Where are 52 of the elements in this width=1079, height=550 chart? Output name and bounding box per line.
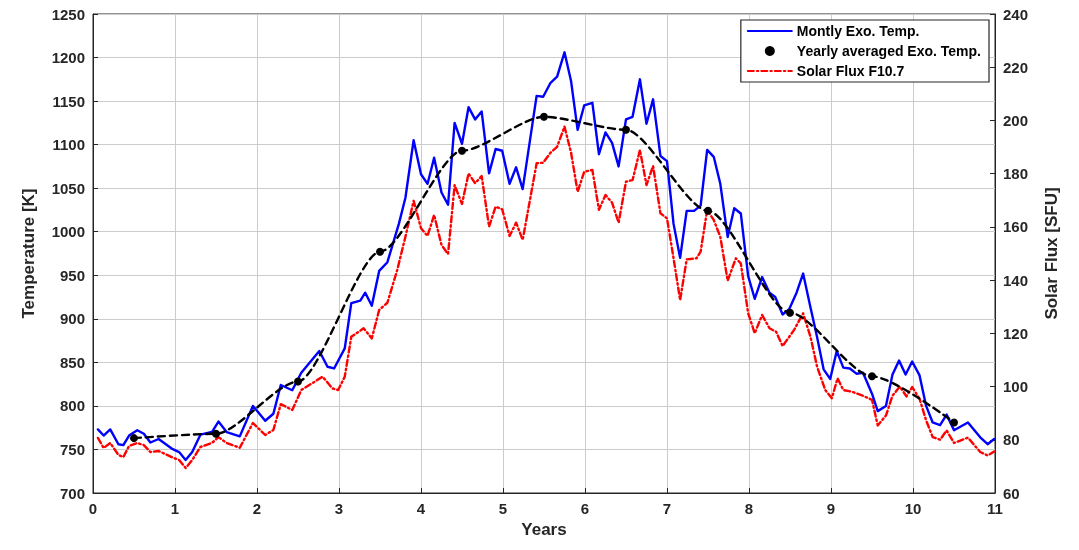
y-tick-label: 900 (59, 310, 85, 328)
legend-label: Solar Flux F10.7 (796, 63, 905, 79)
y-tick-label: 1050 (51, 179, 85, 197)
x-tick-label: 9 (826, 500, 836, 517)
point (622, 125, 630, 134)
x-tick-label: 8 (744, 500, 754, 517)
x-tick-label: 0 (88, 500, 98, 517)
x-axis-title: Years (521, 520, 567, 539)
y2-axis-title: Solar Flux [SFU] (1042, 187, 1061, 320)
x-tick-label: 7 (662, 500, 672, 517)
y2-tick-label: 160 (1003, 218, 1029, 236)
point (786, 308, 794, 317)
legend-label: Montly Exo. Temp. (796, 23, 920, 39)
y-tick-label: 950 (59, 266, 85, 284)
y2-tick-label: 180 (1003, 165, 1029, 183)
x-tick-label: 3 (334, 500, 344, 517)
x-tick-label: 6 (580, 500, 590, 517)
legend-label: Yearly averaged Exo. Temp. (796, 43, 981, 59)
y-axis-title: Temperature [K] (19, 188, 38, 319)
point (868, 372, 876, 381)
y-tick-label: 1150 (52, 92, 85, 110)
point (294, 377, 302, 386)
y-tick-label: 700 (59, 484, 85, 502)
x-tick-label: 2 (252, 500, 262, 517)
y-tick-label: 750 (59, 440, 85, 458)
y-tick-label: 1100 (52, 136, 85, 154)
y-tick-label: 1000 (51, 223, 85, 241)
point (458, 146, 466, 155)
x-tick-label: 10 (904, 500, 922, 517)
point (130, 434, 138, 443)
y-tick-label: 1200 (51, 49, 85, 67)
point (950, 418, 958, 427)
y-tick-label: 1250 (51, 5, 85, 23)
x-tick-label: 11 (987, 500, 1003, 517)
y2-tick-label: 240 (1003, 5, 1029, 23)
point (212, 429, 220, 438)
y2-tick-label: 140 (1003, 271, 1029, 289)
y2-tick-label: 100 (1003, 378, 1029, 396)
line-series (96, 125, 996, 470)
y2-tick-label: 200 (1003, 111, 1029, 129)
x-tick-label: 4 (416, 500, 426, 517)
x-tick-label: 5 (498, 500, 508, 517)
x-tick-label: 1 (170, 500, 180, 517)
y2-tick-label: 80 (1003, 431, 1020, 449)
y2-tick-label: 60 (1003, 484, 1020, 502)
point (376, 247, 384, 256)
point (540, 112, 548, 121)
y2-tick-label: 120 (1003, 324, 1029, 342)
y-tick-label: 850 (59, 353, 85, 371)
point (704, 206, 712, 215)
y2-tick-label: 220 (1003, 58, 1029, 76)
y-tick-label: 800 (59, 397, 85, 415)
